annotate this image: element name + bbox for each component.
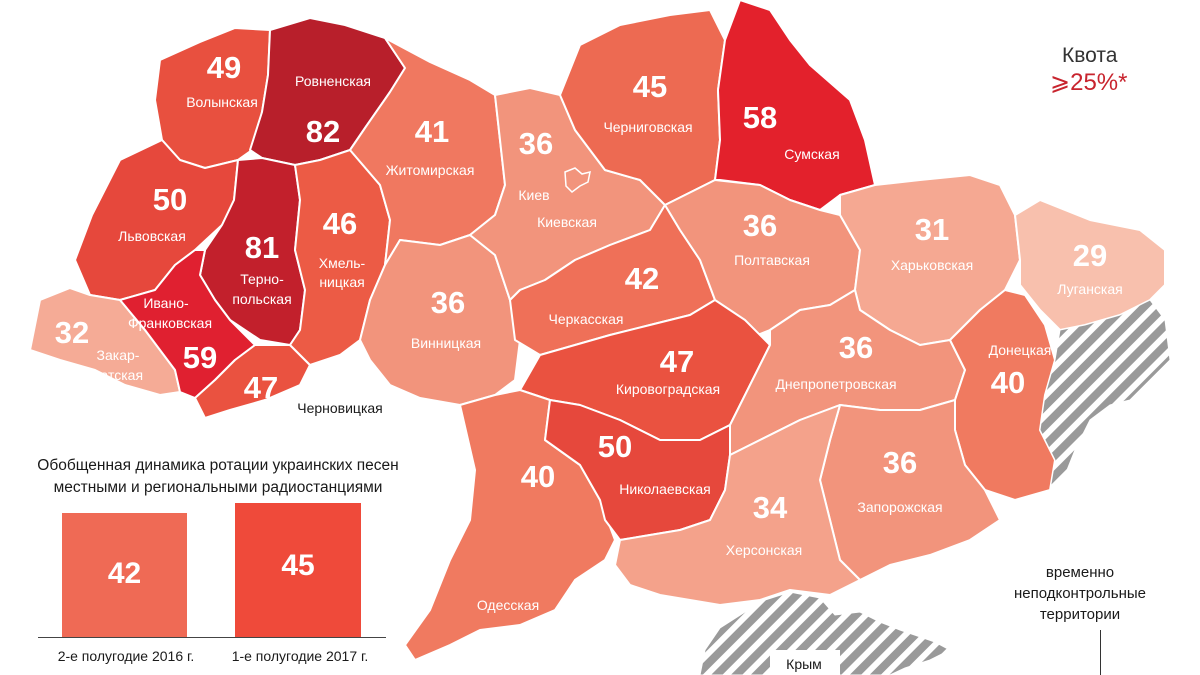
name-zaporizhzhia: Запорожская (857, 499, 942, 515)
kyiv-city-outline (564, 167, 591, 193)
chart-baseline-2 (210, 637, 386, 638)
value-cherkasy: 42 (625, 261, 659, 296)
dynamics-title-line1: Обобщенная динамика ротации украинских п… (37, 457, 399, 474)
name-kirovohrad: Кировоградская (616, 381, 720, 397)
chart-baseline-1 (38, 637, 211, 638)
name-poltava: Полтавская (734, 252, 810, 268)
value-ivano: 59 (183, 340, 217, 375)
value-chernivtsi: 47 (244, 370, 278, 405)
name-crimea: Крым (786, 656, 822, 672)
occupied-legend-pointer (1100, 630, 1101, 675)
name-zakarpattia-2: патская (93, 367, 143, 383)
crimea-label-bg (770, 650, 840, 675)
name-ternopil-1: Терно- (240, 271, 284, 287)
name-ivano-1: Ивано- (143, 295, 189, 311)
value-ternopil: 81 (245, 230, 279, 265)
value-kherson: 34 (753, 490, 788, 525)
occupied-crimea (699, 591, 952, 675)
value-luhansk: 29 (1073, 238, 1107, 273)
value-zhytomyr: 41 (415, 114, 449, 149)
name-dnipro: Днепропетровская (775, 376, 896, 392)
quota-title: Квота (1062, 44, 1118, 67)
value-kirovohrad: 47 (660, 344, 694, 379)
region-vinnytsia (359, 234, 521, 406)
name-cherkasy: Черкасская (549, 311, 624, 327)
region-kherson (614, 404, 861, 606)
name-rivne: Ровненская (295, 73, 371, 89)
value-sumy: 58 (743, 100, 777, 135)
value-poltava: 36 (743, 208, 777, 243)
bar-2017-value: 45 (281, 549, 315, 582)
value-rivne: 82 (306, 114, 340, 149)
value-chernihiv: 45 (633, 69, 667, 104)
value-mykolaiv: 50 (598, 429, 632, 464)
bar-2017: 45 (235, 503, 361, 637)
bar-2017-label: 1-е полугодие 2017 г. (231, 648, 369, 664)
name-ivano-2: Франковская (128, 315, 212, 331)
value-kyivobl: 36 (519, 126, 553, 161)
name-lviv: Львовская (118, 228, 186, 244)
name-khmelnytskyi-2: ницкая (319, 274, 364, 290)
name-luhansk: Луганская (1057, 281, 1122, 297)
name-vinnytsia: Винницкая (411, 335, 481, 351)
value-khmelnytskyi: 46 (323, 206, 357, 241)
quota-label: Квота ⩾25%* (1050, 44, 1127, 97)
occupied-legend-line3: территории (1039, 606, 1121, 623)
dynamics-title-line2: местными и региональными радиостанциями (53, 479, 383, 496)
occupied-donbas (1039, 299, 1171, 492)
bar-2016: 42 (62, 513, 187, 637)
name-kyiv-city: Киев (518, 187, 549, 203)
name-chernihiv: Черниговская (603, 119, 692, 135)
bar-2016-value: 42 (107, 557, 142, 590)
name-sumy: Сумская (784, 146, 839, 162)
name-chernivtsi: Черновицкая (297, 400, 383, 416)
value-odesa: 40 (521, 459, 555, 494)
name-ternopil-2: польская (232, 291, 291, 307)
value-lviv: 50 (153, 182, 187, 217)
value-dnipro: 36 (839, 330, 873, 365)
name-odesa: Одесская (477, 597, 539, 613)
name-zakarpattia-1: Закар- (97, 347, 140, 363)
name-kherson: Херсонская (726, 542, 802, 558)
dynamics-chart-title: Обобщенная динамика ротации украинских п… (8, 455, 428, 499)
occupied-legend: временно неподконтрольные территории (1010, 562, 1150, 625)
name-volyn: Волынская (186, 94, 258, 110)
name-donetsk: Донецкая (989, 342, 1052, 358)
occupied-legend-line2: неподконтрольные (1013, 585, 1147, 602)
name-khmelnytskyi-1: Хмель- (319, 255, 366, 271)
bar-2016-label: 2-е полугодие 2016 г. (57, 648, 195, 664)
value-zakarpattia: 32 (55, 315, 89, 350)
name-mykolaiv: Николаевская (619, 481, 711, 497)
value-zaporizhzhia: 36 (883, 445, 917, 480)
occupied-legend-line1: временно (1045, 564, 1115, 581)
region-ivano (119, 249, 256, 399)
name-kyivobl: Киевская (537, 214, 597, 230)
value-kharkiv: 31 (915, 212, 949, 247)
name-kharkiv: Харьковская (891, 257, 973, 273)
value-donetsk: 40 (991, 365, 1025, 400)
quota-value: ⩾25%* (1050, 69, 1128, 96)
value-volyn: 49 (207, 50, 241, 85)
name-zhytomyr: Житомирская (386, 162, 475, 178)
value-vinnytsia: 36 (431, 285, 465, 320)
region-sumy (714, 0, 876, 211)
